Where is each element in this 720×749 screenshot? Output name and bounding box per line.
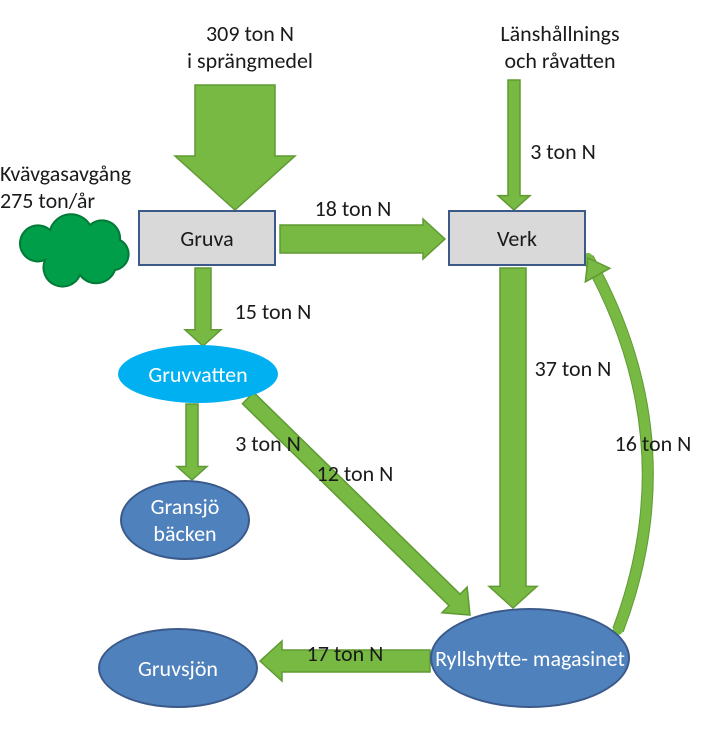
node-ryllshytte-label: Ryllshytte- magasinet <box>435 645 625 672</box>
label-a-3a-text: 3 ton N <box>530 138 596 165</box>
node-ryllshytte: Ryllshytte- magasinet <box>430 608 630 708</box>
label-a-37: 37 ton N <box>518 355 628 382</box>
label-a-18: 18 ton N <box>298 195 408 222</box>
label-nitrogen-loss: Kvävgasavgång 275 ton/år <box>0 160 180 214</box>
node-gransjo: Gransjö bäcken <box>120 480 250 560</box>
node-gruva-label: Gruva <box>180 225 233 252</box>
label-a-3b-text: 3 ton N <box>235 430 301 457</box>
node-verk: Verk <box>448 210 586 266</box>
node-gruvsjon: Gruvsjön <box>98 628 258 708</box>
label-a-12-text: 12 ton N <box>317 460 394 487</box>
label-a-15: 15 ton N <box>218 298 328 325</box>
label-top-right: Länshållnings och råvatten <box>450 20 670 74</box>
node-gruvvatten-label: Gruvvatten <box>148 361 247 388</box>
label-top-left: 309 ton N i sprängmedel <box>150 20 350 74</box>
label-top-right-text: Länshållnings och råvatten <box>500 20 619 74</box>
label-a-17-text: 17 ton N <box>307 640 384 667</box>
label-a-17: 17 ton N <box>290 640 400 667</box>
label-a-37-text: 37 ton N <box>535 355 612 382</box>
node-gruvvatten: Gruvvatten <box>118 345 278 403</box>
label-a-16: 16 ton N <box>598 430 708 457</box>
node-gransjo-label: Gransjö bäcken <box>122 493 248 547</box>
label-a-3a: 3 ton N <box>518 138 608 165</box>
label-a-15-text: 15 ton N <box>235 298 312 325</box>
label-a-18-text: 18 ton N <box>315 195 392 222</box>
label-top-left-text: 309 ton N i sprängmedel <box>187 20 313 74</box>
node-verk-label: Verk <box>497 225 537 252</box>
label-a-16-text: 16 ton N <box>615 430 692 457</box>
label-a-12: 12 ton N <box>300 460 410 487</box>
label-a-3b: 3 ton N <box>218 430 318 457</box>
label-nitrogen-loss-text: Kvävgasavgång 275 ton/år <box>0 160 131 214</box>
node-gruvsjon-label: Gruvsjön <box>138 655 218 682</box>
node-gruva: Gruva <box>138 210 276 266</box>
